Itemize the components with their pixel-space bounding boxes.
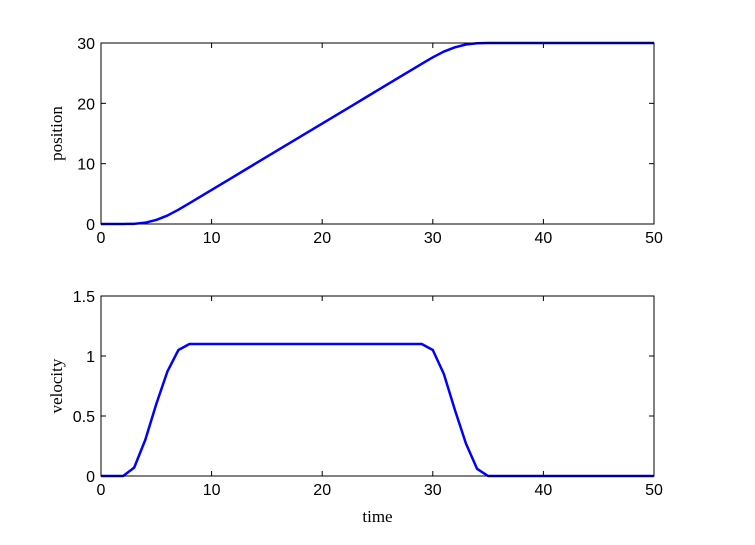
y-tick-label: 30 — [77, 36, 95, 53]
x-tick-label: 10 — [203, 482, 221, 499]
x-axis-label: time — [362, 507, 392, 526]
y-axis-label: velocity — [47, 358, 66, 413]
x-tick-label: 0 — [97, 482, 106, 499]
x-tick-label: 50 — [645, 230, 663, 247]
y-tick-label: 0.5 — [73, 409, 95, 426]
x-tick-label: 30 — [424, 230, 442, 247]
y-tick-label: 10 — [77, 157, 95, 174]
axes-frame — [100, 42, 655, 225]
y-tick-label: 0 — [86, 469, 95, 486]
axes-frame — [100, 295, 655, 477]
x-tick-label: 50 — [645, 482, 663, 499]
x-tick-label: 30 — [424, 482, 442, 499]
x-tick-label: 0 — [97, 230, 106, 247]
y-axis-label: position — [47, 106, 66, 161]
x-tick-label: 20 — [313, 230, 331, 247]
x-tick-label: 10 — [203, 230, 221, 247]
x-tick-label: 40 — [535, 482, 553, 499]
x-tick-label: 40 — [535, 230, 553, 247]
axes-background — [101, 43, 654, 224]
y-tick-label: 1.5 — [73, 289, 95, 306]
y-tick-label: 1 — [86, 349, 95, 366]
y-tick-label: 20 — [77, 96, 95, 113]
axes-background — [101, 296, 654, 476]
x-tick-label: 20 — [313, 482, 331, 499]
y-tick-label: 0 — [86, 217, 95, 234]
